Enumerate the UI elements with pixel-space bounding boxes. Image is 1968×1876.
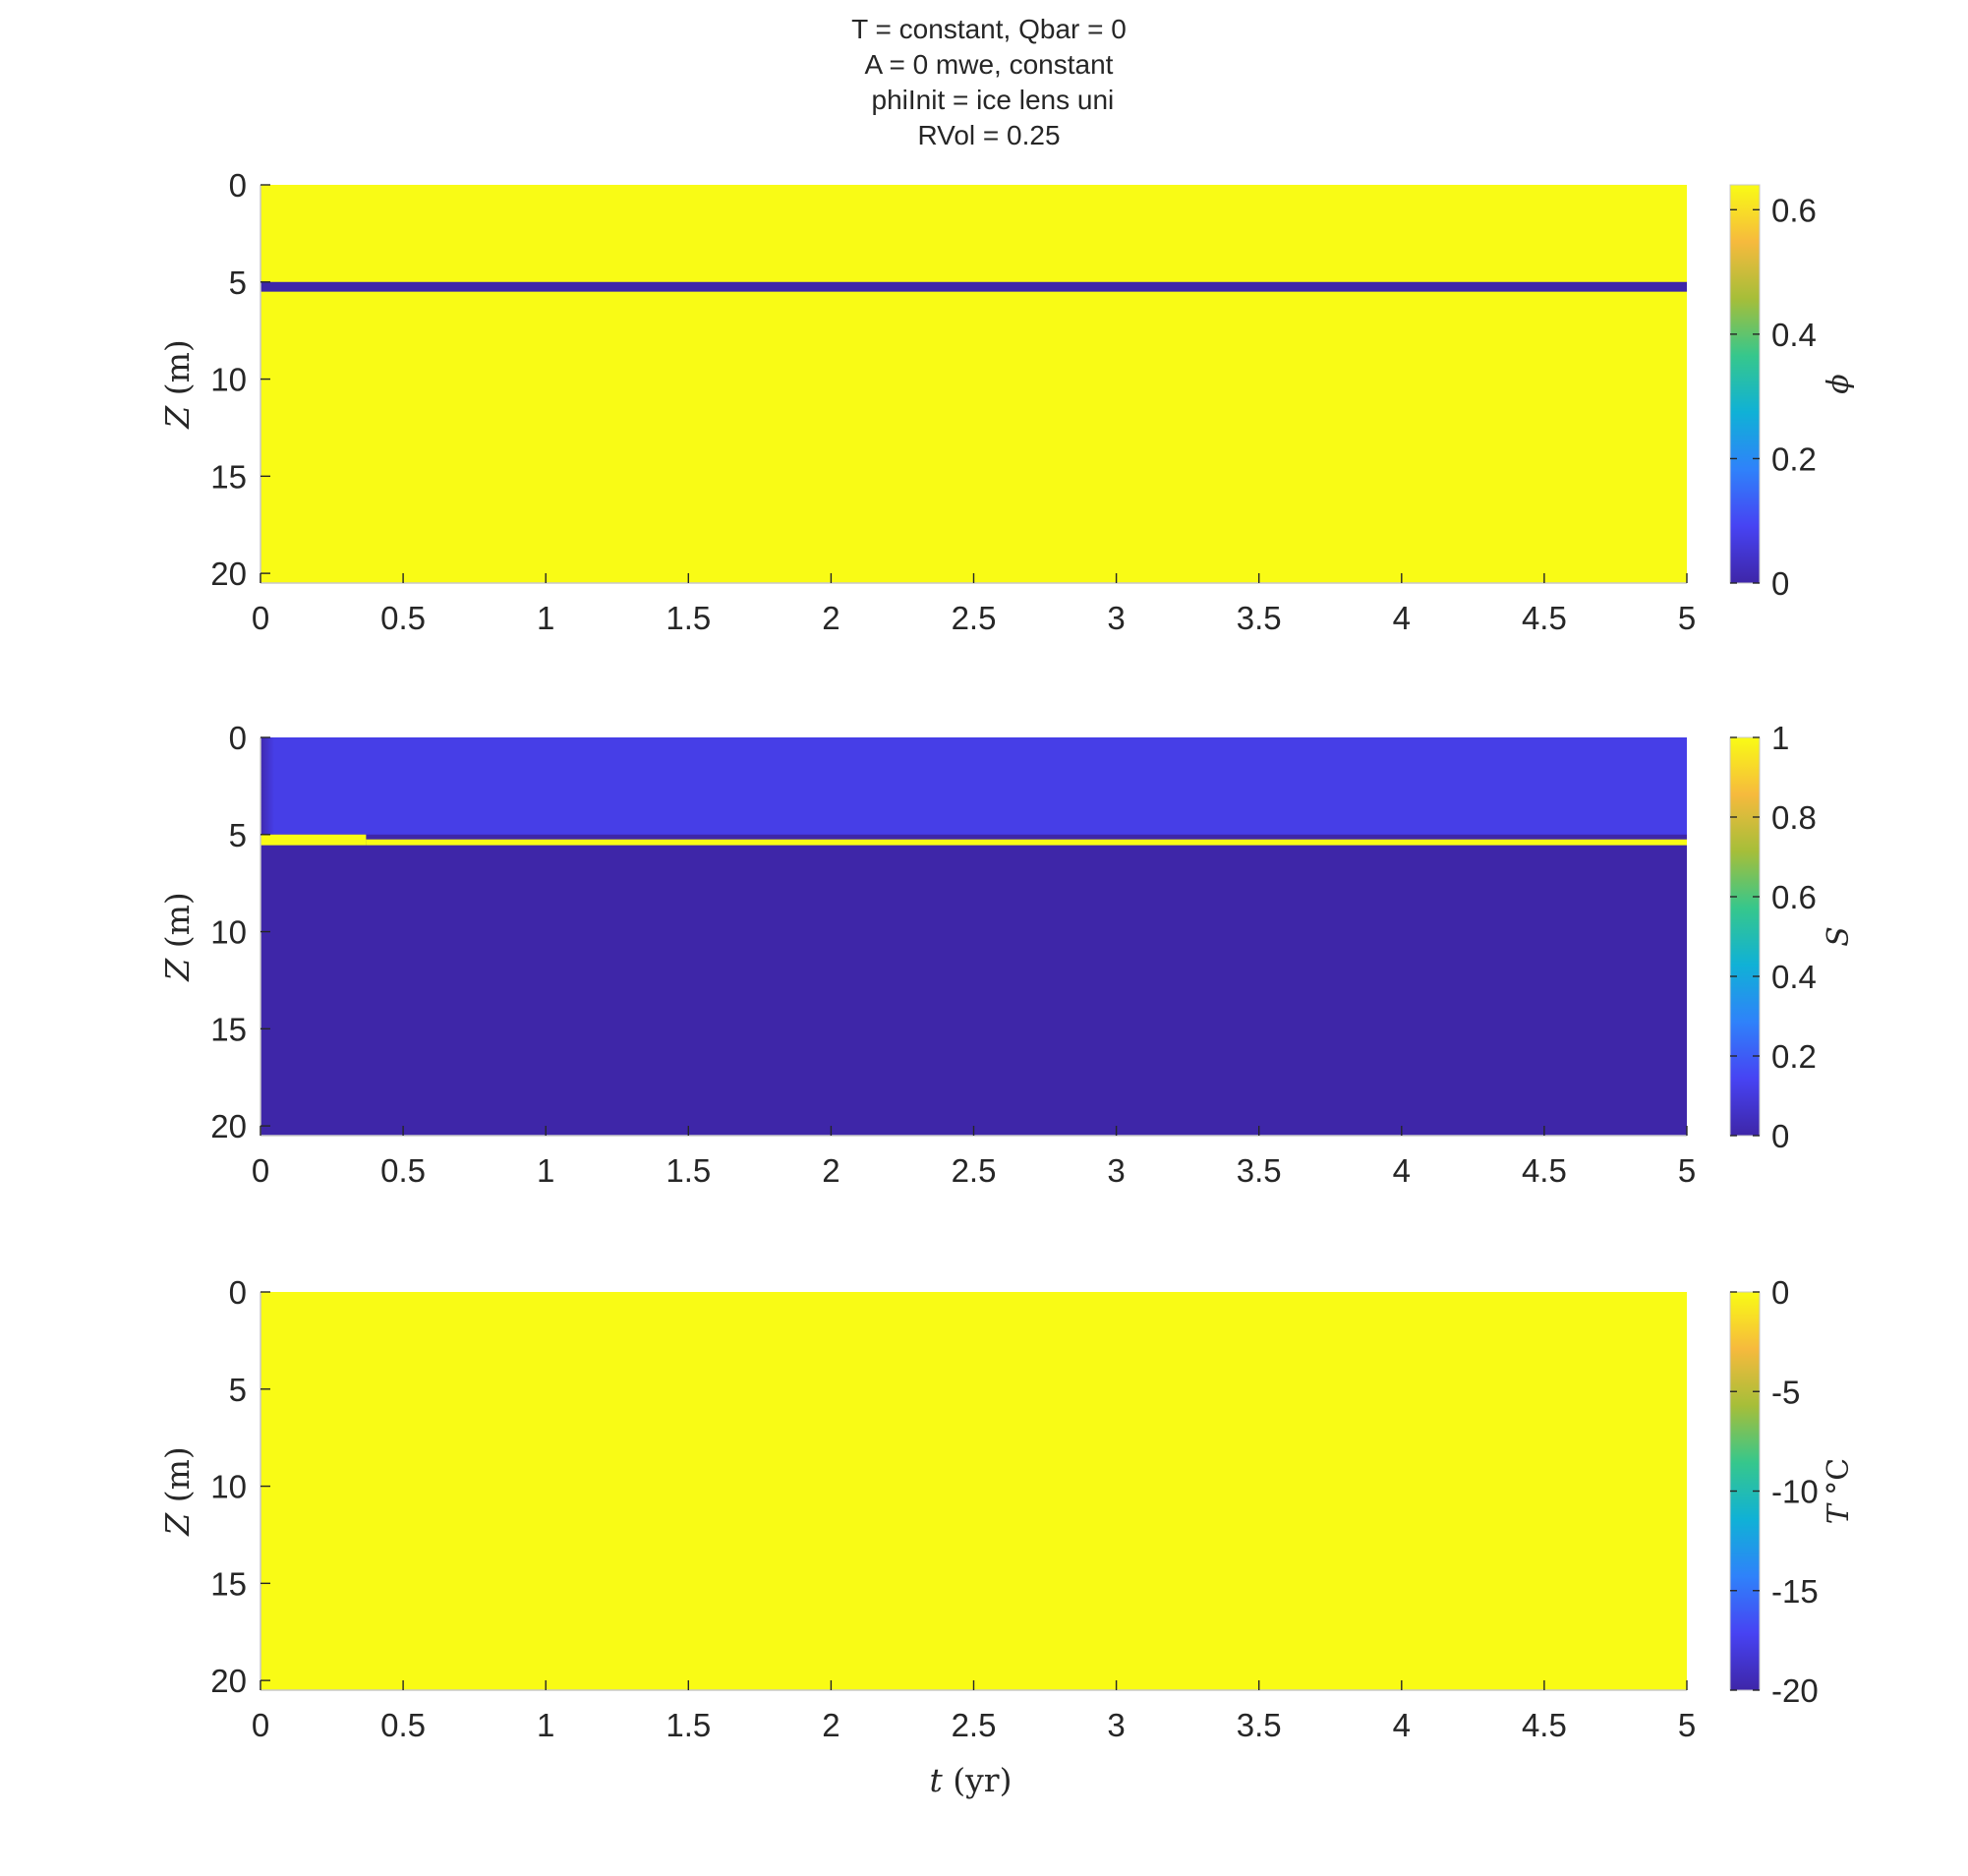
colorbar-tick-label: 0.4 [1771,959,1817,995]
x-tick-label: 1.5 [666,1707,711,1743]
panel-3: 0 0.5 1 1.5 2 2.5 3 3.5 4 4.5 5 0 5 10 15 20 Z (m) t (yr)… [158,1274,1856,1799]
title-line-4: RVol = 0.25 [917,120,1060,150]
y-axis-label: Z (m) [158,1446,197,1536]
y-tick-label: 5 [229,817,247,853]
colorbar-gradient [1729,736,1761,1137]
colorbar-tick-label: 0.2 [1771,1038,1817,1075]
x-tick-label: 2 [822,1707,839,1743]
colorbar-tick-label: -5 [1771,1374,1800,1410]
y-axis-label: Z (m) [158,892,197,981]
y-axis-label: Z (m) [158,339,197,429]
colorbar-label: S [1822,926,1856,947]
x-tick-label: 3 [1107,600,1125,636]
colorbar-tick-label: -15 [1771,1573,1819,1610]
x-tick-label: 1 [537,1152,554,1189]
colorbar-tick-label: 0 [1771,565,1789,602]
heatmap-region-2 [260,834,367,846]
y-tick-label: 10 [210,1469,247,1505]
title-line-2: A = 0 mwe, constant [865,49,1114,80]
colorbar-tick-label: 0.6 [1771,879,1817,915]
x-tick-label: 2.5 [952,600,997,636]
x-tick-label: 0.5 [380,1707,426,1743]
x-tick-label: 4.5 [1522,1707,1567,1743]
x-tick-label: 2 [822,600,839,636]
x-tick-label: 3.5 [1237,600,1282,636]
x-tick-label: 0 [252,600,269,636]
figure-title: T = constant, Qbar = 0 A = 0 mwe, consta… [851,14,1127,150]
y-tick-label: 20 [210,1663,247,1699]
colorbar-label: ϕ [1822,374,1856,393]
title-line-1: T = constant, Qbar = 0 [851,14,1127,44]
heatmap-region-1 [260,737,1687,835]
x-tick-label: 2 [822,1152,839,1189]
title-line-3: phiInit = ice lens uni [864,85,1115,115]
heatmap-edge-shading [260,737,274,835]
colorbar-tick-label: 0.4 [1771,317,1817,353]
colorbar-tick-label: 0.6 [1771,192,1817,228]
heatmap-background [260,185,1687,583]
panel-2: 0 0.5 1 1.5 2 2.5 3 3.5 4 4.5 5 0 5 10 15 20 Z (m) 0 0.2 0.… [158,720,1856,1189]
x-tick-label: 5 [1678,1152,1696,1189]
y-tick-label: 5 [229,1372,247,1408]
y-tick-label: 0 [229,167,247,204]
x-axis-label: t (yr) [930,1761,1013,1799]
y-tick-label: 10 [210,362,247,398]
x-tick-label: 4.5 [1522,600,1567,636]
x-tick-label: 2.5 [952,1152,997,1189]
x-tick-label: 0 [252,1707,269,1743]
colorbar: 0 0.2 0.4 0.6 ϕ [1729,184,1856,602]
y-tick-label: 15 [210,1011,247,1047]
x-tick-label: 5 [1678,600,1696,636]
y-tick-label: 5 [229,264,247,301]
y-tick-label: 15 [210,1565,247,1602]
panel-1: 0 0.5 1 1.5 2 2.5 3 3.5 4 4.5 5 0 5 10 15 20 Z (m) 0 0.2 0.… [158,167,1856,636]
colorbar-tick-label: 0 [1771,1118,1789,1154]
x-tick-label: 1 [537,1707,554,1743]
y-tick-label: 20 [210,1108,247,1144]
x-tick-label: 2.5 [952,1707,997,1743]
colorbar-label: T °C [1822,1458,1856,1525]
x-tick-label: 4 [1393,1152,1411,1189]
colorbar-tick-label: -10 [1771,1474,1819,1510]
x-tick-label: 0 [252,1152,269,1189]
colorbar: -20 -15 -10 -5 0 T °C [1729,1274,1856,1709]
colorbar-tick-label: 0 [1771,1274,1789,1311]
x-tick-label: 3.5 [1237,1152,1282,1189]
colorbar-gradient [1729,184,1761,584]
x-tick-label: 4.5 [1522,1152,1567,1189]
heatmap-region-3 [366,839,1687,846]
heatmap-background [260,1292,1687,1690]
x-tick-label: 0.5 [380,1152,426,1189]
colorbar-tick-label: 0.2 [1771,440,1817,477]
x-tick-label: 3.5 [1237,1707,1282,1743]
y-tick-label: 0 [229,1274,247,1311]
x-tick-label: 1 [537,600,554,636]
colorbar-tick-label: 1 [1771,720,1789,756]
x-tick-label: 4 [1393,1707,1411,1743]
colorbar: 0 0.2 0.4 0.6 0.8 1 S [1729,720,1856,1154]
x-tick-label: 0.5 [380,600,426,636]
y-tick-label: 10 [210,914,247,951]
y-tick-label: 15 [210,458,247,495]
x-tick-label: 4 [1393,600,1411,636]
x-tick-label: 5 [1678,1707,1696,1743]
x-tick-label: 1.5 [666,600,711,636]
x-tick-label: 3 [1107,1707,1125,1743]
x-tick-label: 3 [1107,1152,1125,1189]
x-tick-label: 1.5 [666,1152,711,1189]
heatmap-region-1 [260,281,1687,292]
y-tick-label: 0 [229,720,247,756]
colorbar-tick-label: 0.8 [1771,799,1817,836]
colorbar-tick-label: -20 [1771,1672,1819,1709]
y-tick-label: 20 [210,556,247,592]
